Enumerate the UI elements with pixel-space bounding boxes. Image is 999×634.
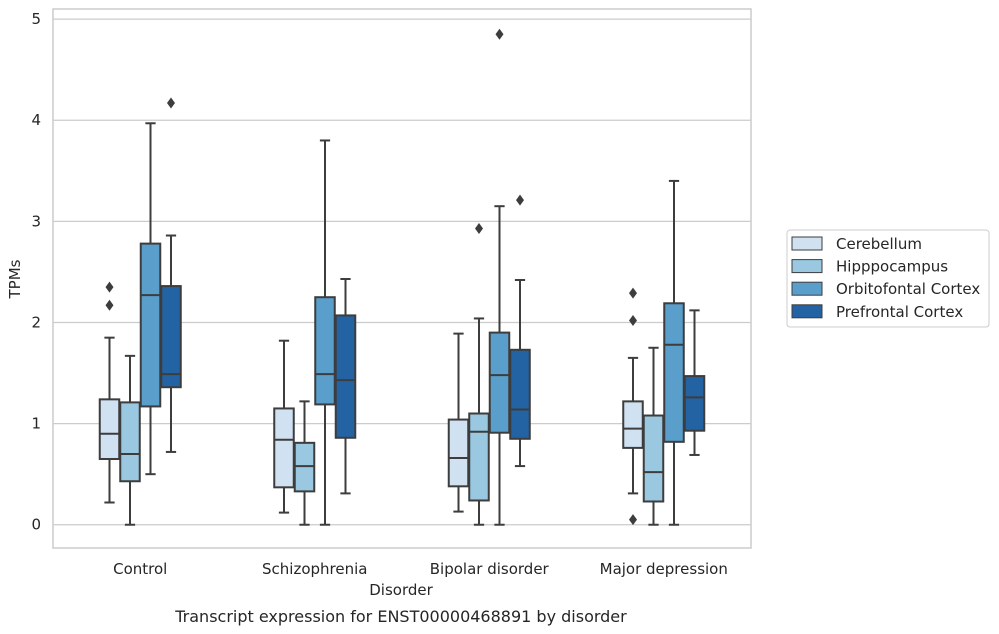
box [447, 418, 470, 488]
box-group [334, 278, 357, 495]
legend-label: Cerebellum [836, 235, 922, 253]
y-tick-label: 2 [31, 313, 41, 331]
legend-swatch [791, 304, 823, 319]
box [663, 302, 685, 443]
box-group [98, 281, 121, 504]
box-group [683, 309, 706, 456]
x-tick-label: Bipolar disorder [430, 560, 550, 578]
x-tick-label: Control [113, 560, 167, 578]
outlier-point [629, 314, 637, 326]
outlier-point [495, 28, 504, 40]
legend-label: Prefrontal Cortex [836, 303, 963, 321]
outlier-point [629, 514, 637, 526]
box [683, 375, 706, 432]
box [314, 296, 336, 406]
box-group [663, 179, 685, 526]
plot-frame [52, 8, 752, 549]
legend-swatch [791, 259, 823, 274]
x-tick-labels: Control Schizophrenia Bipolar disorder Majo… [113, 560, 728, 578]
box [139, 242, 162, 408]
legend-label: Hipppocampus [836, 258, 948, 276]
box-group [622, 287, 644, 526]
box-group [160, 97, 182, 453]
box [293, 441, 316, 493]
legend: Cerebellum Hipppocampus Orbitofontal Corte… [786, 229, 990, 328]
box [642, 414, 665, 503]
y-tick-label: 4 [31, 111, 41, 129]
box-group [488, 28, 511, 526]
legend-swatch [791, 281, 823, 296]
box [622, 400, 644, 449]
outlier-point [516, 194, 524, 206]
box [488, 331, 511, 434]
outlier-point [475, 222, 483, 234]
y-tick-label: 3 [31, 212, 41, 230]
box-group [642, 346, 665, 526]
y-tick-label: 0 [31, 516, 41, 534]
box [160, 285, 182, 389]
box [509, 348, 531, 440]
x-tick-label: Major depression [600, 560, 728, 578]
box [273, 407, 295, 489]
box-group [314, 139, 336, 526]
box-group [447, 332, 470, 513]
legend-swatch [791, 236, 823, 251]
box [98, 398, 121, 461]
box-group [468, 222, 490, 526]
box [334, 314, 357, 439]
outlier-point [629, 287, 637, 299]
outlier-point [167, 97, 175, 109]
box-group [139, 122, 162, 476]
x-axis-label: Disorder [369, 581, 433, 599]
box-group [119, 354, 141, 526]
chart-caption: Transcript expression for ENST0000046889… [174, 607, 627, 626]
x-tick-label: Schizophrenia [262, 560, 367, 578]
legend-frame [786, 229, 990, 328]
box-group [293, 400, 316, 526]
box-group [509, 194, 531, 468]
outlier-point [105, 281, 114, 293]
box-groups [98, 28, 706, 526]
box-group [273, 339, 295, 514]
outlier-point [105, 299, 114, 311]
box [119, 401, 141, 483]
y-tick-label: 5 [31, 10, 41, 28]
y-axis-label: TPMs [6, 259, 24, 299]
y-tick-label: 1 [31, 415, 41, 433]
legend-label: Orbitofontal Cortex [836, 280, 980, 298]
y-tick-labels: 0 1 2 3 4 5 [31, 10, 41, 534]
box [468, 412, 490, 502]
